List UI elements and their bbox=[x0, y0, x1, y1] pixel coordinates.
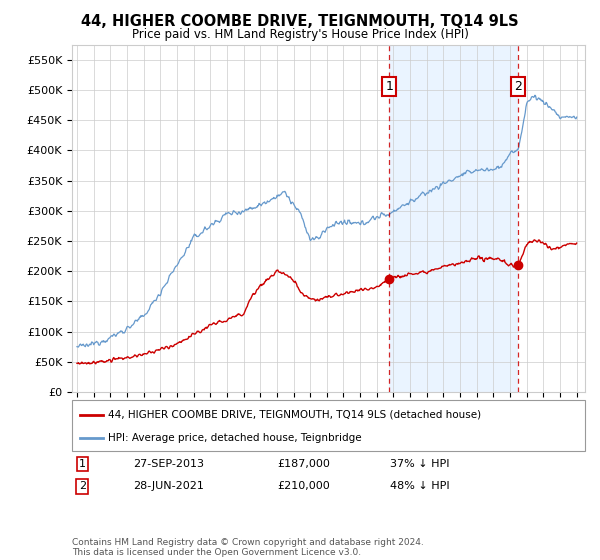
Text: 37% ↓ HPI: 37% ↓ HPI bbox=[390, 459, 449, 469]
Text: 2: 2 bbox=[79, 482, 86, 491]
Text: 44, HIGHER COOMBE DRIVE, TEIGNMOUTH, TQ14 9LS: 44, HIGHER COOMBE DRIVE, TEIGNMOUTH, TQ1… bbox=[81, 14, 519, 29]
Text: Contains HM Land Registry data © Crown copyright and database right 2024.
This d: Contains HM Land Registry data © Crown c… bbox=[72, 538, 424, 557]
Text: Price paid vs. HM Land Registry's House Price Index (HPI): Price paid vs. HM Land Registry's House … bbox=[131, 28, 469, 41]
Text: £187,000: £187,000 bbox=[277, 459, 330, 469]
Text: £210,000: £210,000 bbox=[277, 482, 330, 491]
FancyBboxPatch shape bbox=[72, 400, 585, 451]
Text: 48% ↓ HPI: 48% ↓ HPI bbox=[390, 482, 449, 491]
Bar bbox=[389, 45, 518, 392]
Text: HPI: Average price, detached house, Teignbridge: HPI: Average price, detached house, Teig… bbox=[108, 433, 362, 443]
Text: 1: 1 bbox=[79, 459, 86, 469]
Text: 27-SEP-2013: 27-SEP-2013 bbox=[134, 459, 205, 469]
Text: 28-JUN-2021: 28-JUN-2021 bbox=[134, 482, 205, 491]
Text: 44, HIGHER COOMBE DRIVE, TEIGNMOUTH, TQ14 9LS (detached house): 44, HIGHER COOMBE DRIVE, TEIGNMOUTH, TQ1… bbox=[108, 409, 481, 419]
Text: 1: 1 bbox=[385, 80, 393, 93]
Text: 2: 2 bbox=[514, 80, 523, 93]
